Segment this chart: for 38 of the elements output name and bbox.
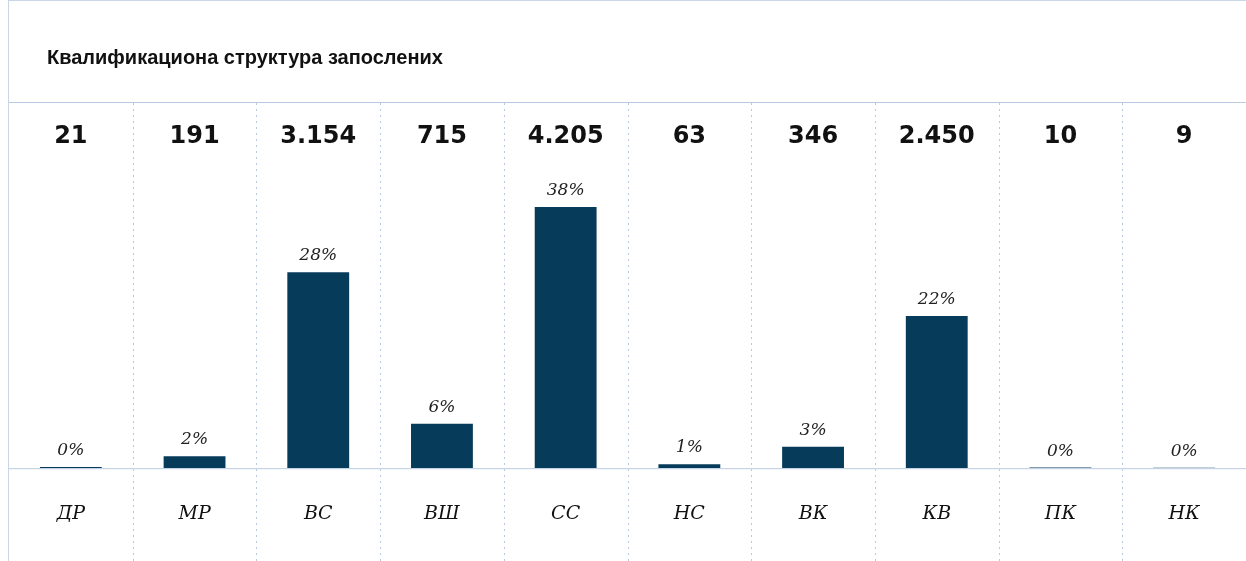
bar [287, 272, 350, 469]
annotation: 6% [428, 395, 456, 416]
x-tick-label: НС [672, 500, 706, 523]
data-label: 715 [416, 121, 467, 150]
annotation: 28% [298, 244, 338, 265]
annotation: 38% [546, 178, 585, 199]
bar [411, 423, 473, 469]
annotation: 1% [675, 436, 703, 457]
data-label: 191 [169, 121, 220, 150]
chart-title: Квалификациона структура запослених [9, 1, 1246, 103]
data-label: 3.154 [280, 121, 357, 150]
data-label: 10 [1043, 121, 1078, 150]
x-tick-label: ВШ [423, 500, 461, 523]
x-tick-label: МР [177, 500, 212, 523]
annotation: 0% [1046, 439, 1074, 460]
x-tick-label: ВС [303, 500, 333, 523]
annotation: 2% [180, 428, 209, 449]
annotation: 0% [1170, 439, 1198, 460]
bar [782, 446, 844, 469]
x-tick-label: КВ [921, 500, 952, 523]
data-label: 9 [1175, 121, 1193, 150]
x-tick-label: СС [551, 500, 581, 523]
data-label: 346 [788, 121, 839, 150]
bar [905, 315, 968, 469]
data-label: 21 [54, 121, 88, 150]
annotation: 22% [916, 287, 956, 308]
data-label: 63 [672, 121, 707, 150]
x-tick-label: НК [1167, 500, 1202, 523]
annotation: 3% [799, 418, 827, 439]
annotation: 0% [57, 438, 85, 459]
bar [658, 464, 721, 469]
data-label: 2.450 [898, 121, 975, 150]
bar [163, 456, 226, 469]
x-tick-label: ВК [797, 500, 829, 523]
x-tick-label: ДР [55, 500, 87, 523]
data-label: 4.205 [527, 121, 604, 150]
bar [534, 206, 597, 469]
x-tick-label: ПК [1043, 500, 1078, 523]
